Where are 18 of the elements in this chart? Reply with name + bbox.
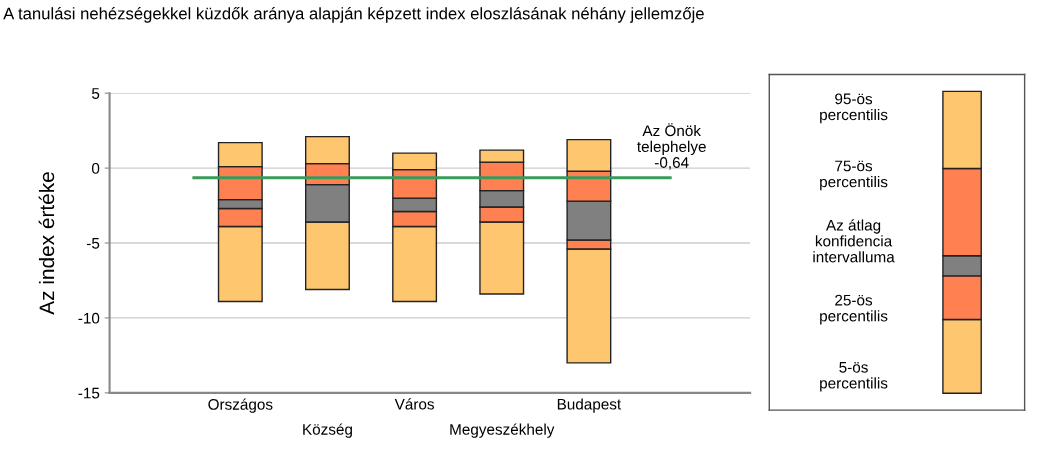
text: 75-ös percentilis: [820, 160, 888, 191]
x-tick-label: Országos: [208, 398, 273, 413]
x-tick-label: Község: [303, 423, 352, 438]
y-tick-label: -10: [78, 312, 100, 324]
text: 5-ös percentilis: [820, 362, 888, 392]
x-tick-label: Város: [394, 398, 435, 410]
y-axis-title: Az index értéke: [38, 172, 55, 315]
text: 25-ös percentilis: [820, 294, 888, 325]
chart-title: A tanulási nehézségekkel küzdők aránya alapján képzett index eloszlásának néhány jellemzője: [3, 6, 704, 23]
y-tick-label: 5: [91, 88, 100, 99]
y-tick-label: -5: [86, 238, 100, 249]
x-tick-label: Megyeszékhely: [450, 423, 555, 438]
text: Az átlag konfidencia intervalluma: [813, 219, 895, 263]
ref-line-label: Az Önök telephelye -0,64: [637, 123, 706, 170]
x-tick-label: Budapest: [557, 398, 622, 413]
text: 95-ös percentilis: [820, 93, 888, 124]
y-tick-label: -15: [78, 387, 100, 399]
y-tick-label: 0: [91, 162, 100, 174]
